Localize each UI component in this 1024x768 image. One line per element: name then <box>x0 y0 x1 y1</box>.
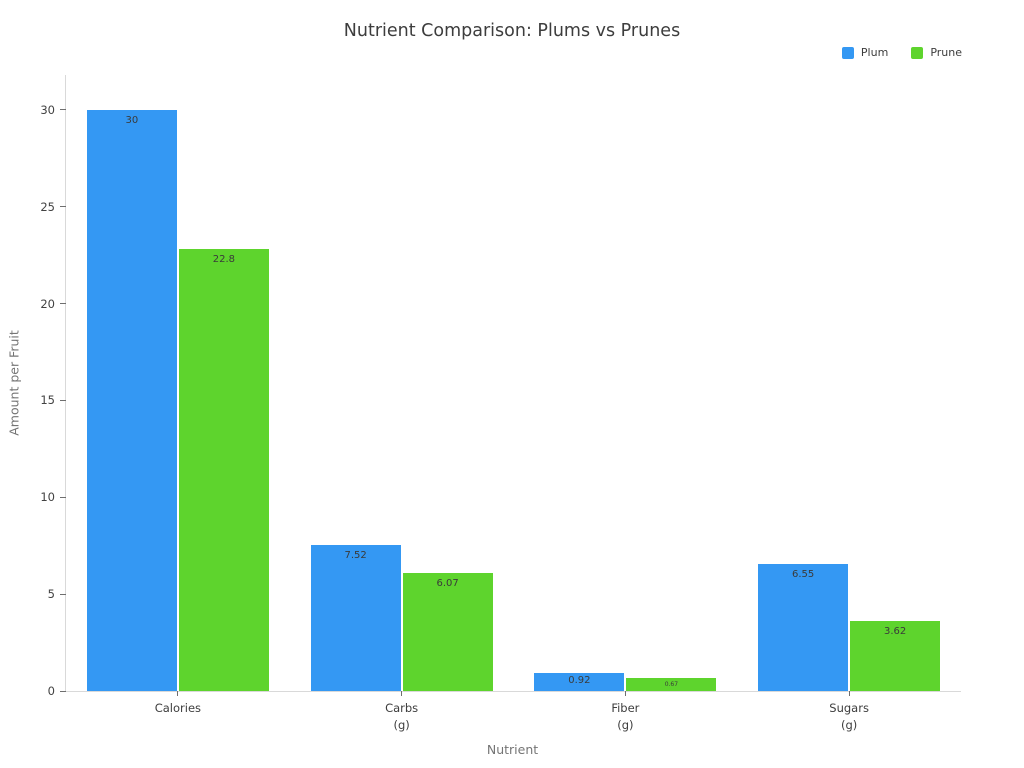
legend: Plum Prune <box>841 46 962 59</box>
bar-value-label: 6.07 <box>436 578 459 590</box>
y-tick-mark <box>60 399 66 401</box>
bar-value-label: 3.62 <box>883 625 907 637</box>
bar-prune-1: 6.07 <box>402 573 493 691</box>
bar-prune-2: 0.67 <box>626 678 717 691</box>
bar-plum-0: 30 <box>86 109 177 691</box>
x-tick-label: Carbs (g) <box>385 700 418 733</box>
x-tick-label-line: Carbs <box>385 701 419 715</box>
y-axis-title: Amount per Fruit <box>6 330 22 436</box>
bar-value-label: 0.92 <box>568 675 591 687</box>
y-tick-label: 10 <box>40 490 55 505</box>
bar-prune-3: 3.62 <box>850 620 941 691</box>
bar-plum-2: 0.92 <box>534 673 625 691</box>
y-tick-mark <box>60 303 66 305</box>
bar-value-label: 22.8 <box>212 254 235 266</box>
bar-prune-0: 22.8 <box>178 249 269 691</box>
bar-plum-3: 6.55 <box>758 564 849 691</box>
x-tick-label: Fiber (g) <box>611 700 639 733</box>
x-tick-label-line: (g) <box>840 717 858 732</box>
y-tick-mark <box>60 496 66 498</box>
x-tick-label-line: (g) <box>393 717 410 732</box>
y-tick-mark <box>60 109 66 111</box>
y-tick-label: 30 <box>40 102 55 117</box>
x-tick-mark <box>401 691 403 696</box>
bar-value-label: 30 <box>125 114 139 126</box>
chart-title: Nutrient Comparison: Plums vs Prunes <box>343 21 681 41</box>
x-tick-label: Calories <box>155 700 201 717</box>
bar-value-label: 0.67 <box>664 681 679 689</box>
plot-area: 0 5 10 15 20 25 30 30 22.8 Calories 7.52 6.07 Carbs (… <box>40 75 961 732</box>
x-tick-label: Sugars (g) <box>829 700 869 733</box>
y-tick-label: 25 <box>40 199 55 214</box>
y-tick-label: 0 <box>47 684 55 698</box>
legend-item-plum[interactable]: Plum <box>841 46 889 59</box>
legend-label-prune: Prune <box>930 46 962 59</box>
x-tick-mark <box>624 691 626 696</box>
x-tick-label-line: (g) <box>617 717 634 732</box>
x-axis-title: Nutrient <box>486 742 539 757</box>
y-tick-mark <box>60 206 66 208</box>
bar-plum-1: 7.52 <box>310 545 401 691</box>
x-tick-label-line: Fiber <box>611 701 640 715</box>
bar-value-label: 6.55 <box>791 569 815 581</box>
bar-value-label: 7.52 <box>344 550 367 562</box>
plum-swatch-icon <box>841 46 854 59</box>
y-tick-label: 15 <box>40 393 55 408</box>
y-tick-mark <box>60 593 66 595</box>
legend-item-prune[interactable]: Prune <box>911 46 962 59</box>
y-tick-mark <box>60 690 66 692</box>
x-tick-label-line: Sugars <box>829 701 869 715</box>
legend-label-plum: Plum <box>860 46 889 59</box>
y-tick-label: 20 <box>40 296 55 311</box>
x-tick-label-line: Calories <box>154 701 202 715</box>
x-tick-mark <box>177 691 179 696</box>
x-tick-mark <box>848 691 850 696</box>
y-tick-label: 5 <box>47 587 55 602</box>
prune-swatch-icon <box>911 46 924 59</box>
